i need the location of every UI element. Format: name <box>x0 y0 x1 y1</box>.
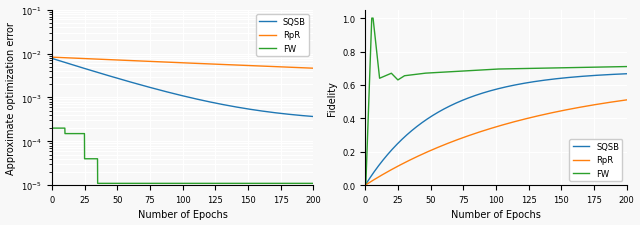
FW <box>459 70 467 73</box>
SQSB <box>205 101 213 104</box>
RpR <box>518 119 526 122</box>
RpR <box>367 180 375 183</box>
SQSB <box>577 76 584 79</box>
SQSB <box>376 164 383 166</box>
SQSB <box>362 184 369 187</box>
RpR <box>385 170 392 173</box>
SQSB <box>518 83 526 86</box>
FW <box>48 127 56 130</box>
RpR <box>71 58 79 60</box>
RpR <box>362 184 369 187</box>
RpR <box>205 63 213 66</box>
RpR <box>263 66 271 68</box>
RpR <box>309 68 317 70</box>
Y-axis label: Fidelity: Fidelity <box>326 81 337 115</box>
FW <box>376 76 383 79</box>
RpR <box>458 137 466 140</box>
FW <box>385 74 392 76</box>
FW <box>62 133 70 135</box>
Line: SQSB: SQSB <box>365 74 627 185</box>
FW <box>94 182 102 185</box>
Line: SQSB: SQSB <box>52 59 313 117</box>
RpR <box>145 61 153 63</box>
RpR <box>48 56 56 59</box>
SQSB <box>367 175 375 178</box>
SQSB <box>62 62 70 65</box>
FW <box>309 182 317 185</box>
Legend: SQSB, RpR, FW: SQSB, RpR, FW <box>256 15 309 57</box>
FW <box>54 127 61 130</box>
SQSB <box>48 58 56 61</box>
RpR <box>623 99 630 102</box>
SQSB <box>385 153 392 155</box>
SQSB <box>71 65 79 68</box>
FW <box>518 68 526 71</box>
RpR <box>577 106 584 109</box>
SQSB <box>145 86 153 89</box>
X-axis label: Number of Epochs: Number of Epochs <box>451 209 541 219</box>
SQSB <box>54 60 61 62</box>
FW <box>205 182 213 185</box>
SQSB <box>263 111 271 114</box>
FW <box>623 66 630 69</box>
RpR <box>54 57 61 59</box>
SQSB <box>623 73 630 76</box>
FW <box>145 182 153 185</box>
Y-axis label: Approximate optimization error: Approximate optimization error <box>6 22 15 174</box>
Line: RpR: RpR <box>52 58 313 69</box>
FW <box>71 133 79 135</box>
SQSB <box>458 100 466 102</box>
Line: RpR: RpR <box>365 100 627 185</box>
Legend: SQSB, RpR, FW: SQSB, RpR, FW <box>570 139 623 181</box>
X-axis label: Number of Epochs: Number of Epochs <box>138 209 228 219</box>
Line: FW: FW <box>52 128 313 184</box>
SQSB <box>309 116 317 118</box>
FW <box>362 182 369 185</box>
FW <box>577 67 584 70</box>
FW <box>263 182 271 185</box>
RpR <box>62 57 70 60</box>
FW <box>368 18 376 20</box>
FW <box>367 36 375 39</box>
Line: FW: FW <box>365 19 627 184</box>
RpR <box>376 175 383 178</box>
